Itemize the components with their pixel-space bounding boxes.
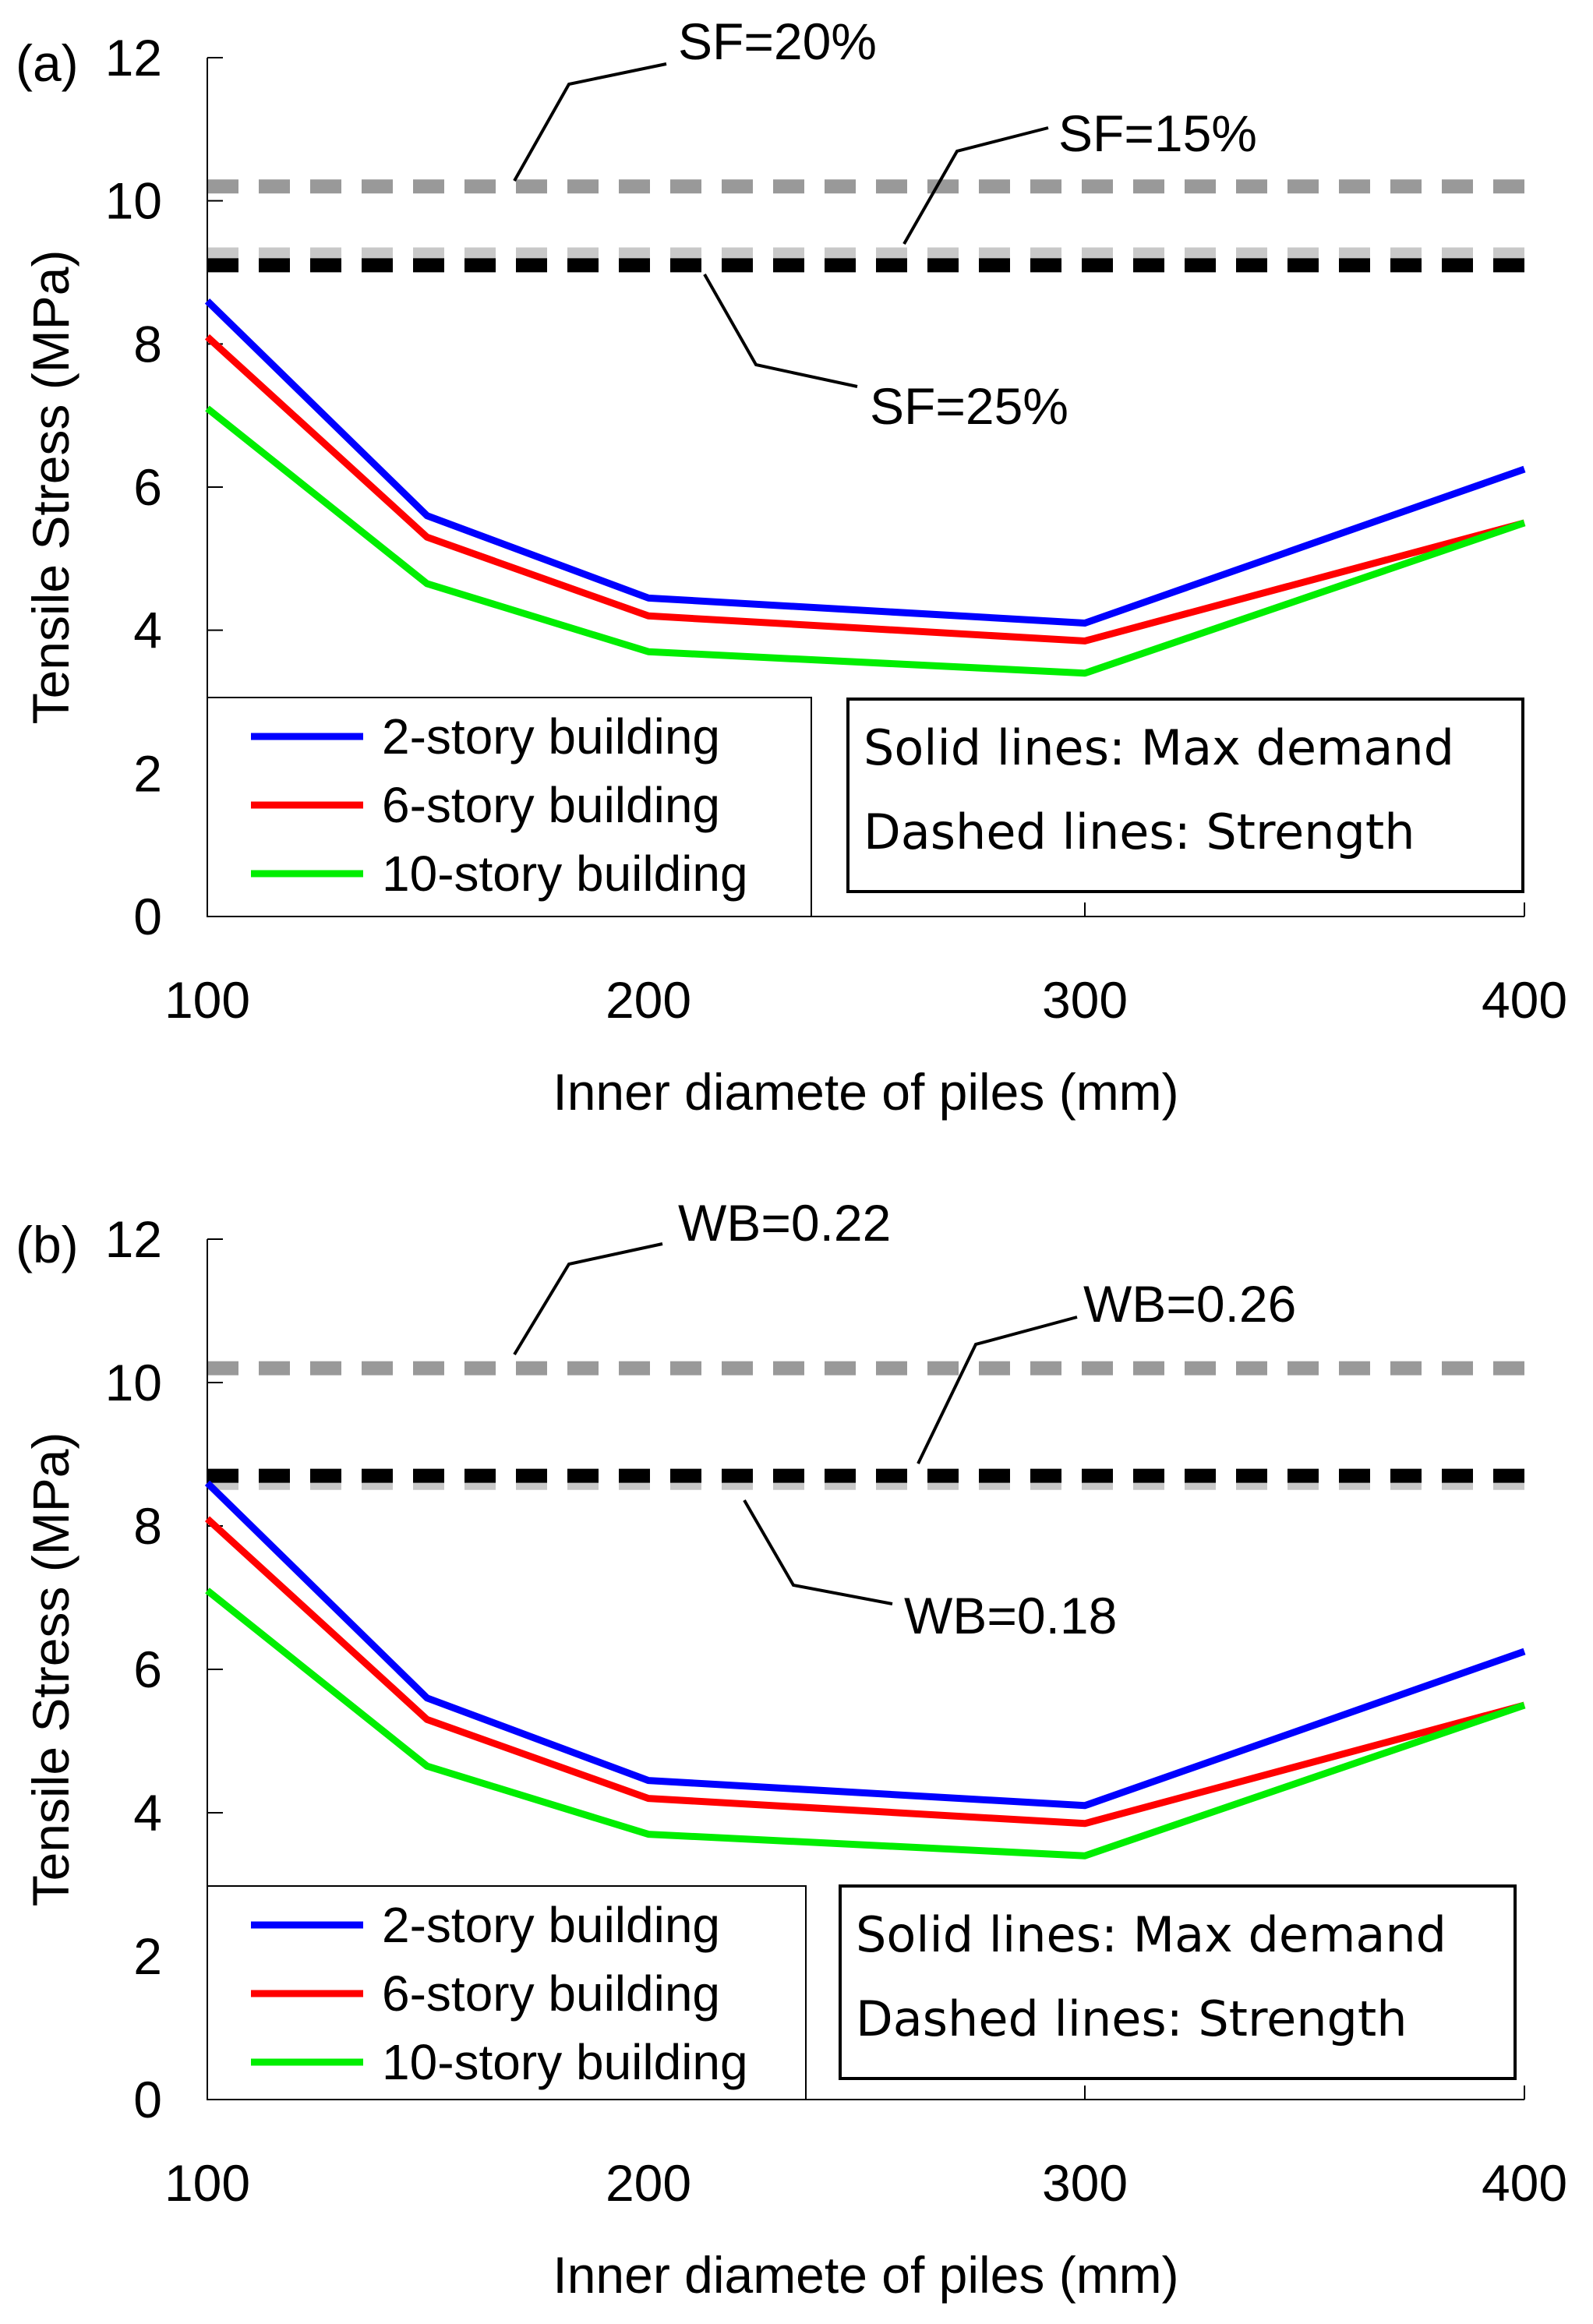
- y-tick-label: 2: [133, 744, 162, 802]
- series-line-2-story-building: [204, 1480, 1526, 1810]
- y-tick-label: 4: [133, 1784, 162, 1842]
- x-tick-label: 100: [164, 971, 250, 1029]
- y-axis-title: Tensile Stress (MPa): [22, 1432, 79, 1907]
- series-line-2-story-building: [204, 298, 1526, 627]
- y-tick-label: 10: [105, 1354, 162, 1411]
- annotation-label: SF=20%: [678, 12, 877, 70]
- series-line-6-story-building: [204, 334, 1526, 645]
- x-tick-label: 400: [1482, 971, 1567, 1029]
- x-tick-label: 400: [1482, 2154, 1567, 2212]
- series-line-10-story-building: [205, 1588, 1526, 1860]
- note-text: Dashed lines: Strength: [864, 804, 1415, 860]
- y-axis-title: Tensile Stress (MPa): [22, 250, 79, 725]
- y-tick-label: 12: [105, 1210, 162, 1268]
- series-line-10-story-building: [205, 405, 1526, 677]
- panel-label: (a): [16, 34, 79, 92]
- note-text: Solid lines: Max demand: [856, 1906, 1446, 1963]
- x-tick-label: 200: [606, 2154, 691, 2212]
- legend-label: 6-story building: [382, 1966, 720, 2022]
- annotation-label: WB=0.18: [904, 1587, 1117, 1644]
- y-tick-label: 8: [133, 315, 162, 373]
- legend-label: 6-story building: [382, 777, 720, 833]
- annotation-leader: [513, 1242, 663, 1356]
- y-tick-label: 4: [133, 602, 162, 659]
- annotation-label: WB=0.22: [678, 1194, 891, 1252]
- annotation-leader: [513, 62, 667, 182]
- legend-label: 10-story building: [382, 2034, 748, 2090]
- y-tick-label: 6: [133, 1641, 162, 1698]
- annotation-label: SF=15%: [1058, 104, 1257, 162]
- annotation-leader: [917, 1316, 1078, 1464]
- x-tick-label: 300: [1042, 2154, 1128, 2212]
- x-tick-label: 200: [606, 971, 691, 1029]
- annotation-leader: [703, 274, 858, 388]
- annotation-label: WB=0.26: [1083, 1275, 1296, 1333]
- x-tick-label: 100: [164, 2154, 250, 2212]
- legend-label: 10-story building: [382, 846, 748, 902]
- annotation-leader: [743, 1499, 893, 1605]
- note-text: Dashed lines: Strength: [856, 1990, 1408, 2047]
- chart-panel-b: 0 2 4 6 8 10 12 100 200 300 400 Inner diamete of pi…: [16, 1194, 1567, 2304]
- x-axis-title: Inner diamete of piles (mm): [553, 1063, 1178, 1121]
- legend-label: 2-story building: [382, 708, 720, 765]
- y-tick-label: 0: [133, 2071, 162, 2128]
- y-tick-label: 6: [133, 458, 162, 516]
- y-tick-label: 12: [105, 29, 162, 87]
- panel-label: (b): [16, 1216, 79, 1273]
- annotation-label: SF=25%: [870, 377, 1068, 435]
- x-axis-title: Inner diamete of piles (mm): [553, 2246, 1178, 2304]
- y-tick-label: 8: [133, 1497, 162, 1555]
- note-box: [846, 698, 1524, 893]
- y-tick-label: 0: [133, 888, 162, 945]
- note-text: Solid lines: Max demand: [864, 719, 1454, 776]
- y-tick-label: 2: [133, 1927, 162, 1985]
- annotation-leader: [902, 126, 1049, 245]
- legend-label: 2-story building: [382, 1897, 720, 1953]
- y-tick-label: 10: [105, 172, 162, 230]
- x-tick-label: 300: [1042, 971, 1128, 1029]
- chart-panel-a: 0 2 4 6 8 10 12 100 200 300 400 Inner diamete of pi…: [16, 12, 1567, 1121]
- note-box: [839, 1884, 1517, 2080]
- series-line-6-story-building: [204, 1516, 1526, 1828]
